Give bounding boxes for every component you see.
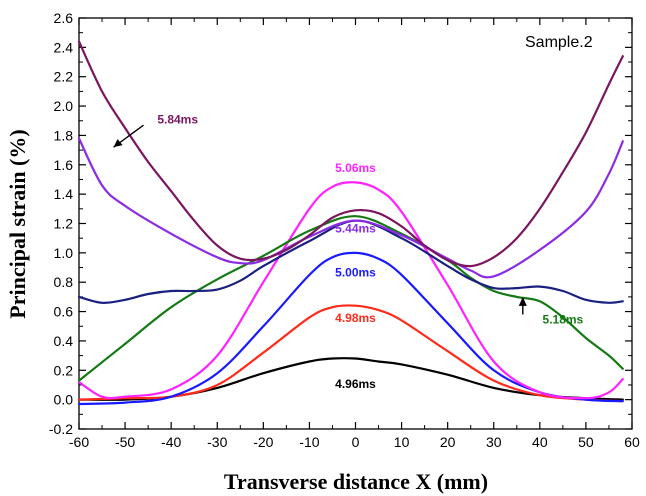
series-label-5-44ms: 5.44ms: [335, 221, 376, 235]
series-label-5-18ms: 5.18ms: [543, 312, 584, 326]
y-tick-label: 0.6: [54, 304, 74, 320]
y-tick-label: 1.0: [54, 245, 74, 261]
x-tick-label: 0: [352, 434, 360, 450]
y-axis-title: Principal strain (%): [5, 129, 30, 318]
series-label-5-06ms: 5.06ms: [335, 161, 376, 175]
axis-ticks: [78, 17, 633, 430]
x-tick-label: -10: [299, 434, 319, 450]
x-tick-label: -40: [161, 434, 181, 450]
y-tick-label: 2.0: [54, 98, 74, 114]
series-line-5-84ms: [77, 40, 624, 268]
x-tick-label: -60: [69, 434, 89, 450]
y-tick-label: 2.4: [54, 39, 74, 55]
x-tick-label: 20: [440, 434, 456, 450]
series-label-4-98ms: 4.98ms: [335, 311, 376, 325]
series-line-5-06ms: [77, 181, 624, 400]
series-label-5-84ms: 5.84ms: [157, 113, 198, 127]
y-tick-label: 2.2: [54, 69, 74, 85]
y-tick-label: 1.4: [54, 186, 74, 202]
x-tick-label: 30: [486, 434, 502, 450]
arrowhead-5-84ms: [113, 139, 123, 148]
series-line-4-98ms: [77, 304, 624, 403]
x-tick-label: 10: [394, 434, 410, 450]
y-tick-label: 0.4: [54, 333, 74, 349]
y-tick-label: 0.0: [54, 392, 74, 408]
series-label-5-00ms: 5.00ms: [335, 265, 376, 279]
y-tick-label: 1.6: [54, 157, 74, 173]
y-tick-label: 0.2: [54, 362, 74, 378]
y-tick-label: 1.8: [54, 127, 74, 143]
x-axis-title: Transverse distance X (mm): [224, 469, 488, 494]
series-label-4-96ms: 4.96ms: [335, 377, 376, 391]
arrowhead-5-18ms: [518, 296, 527, 306]
series-annotations: 4.96ms 4.98ms 5.00ms 5.06ms 5.18ms 5.44ms 5.84…: [113, 113, 584, 391]
y-tick-label: 1.2: [54, 216, 74, 232]
y-tick-label: -0.2: [49, 421, 73, 437]
x-tick-label: -30: [207, 434, 227, 450]
series-line-5-44ms: [77, 137, 624, 279]
axis-tick-labels: -60 -50 -40 -30 -20 -10 0 10 20 30 40 50 60 -0.2 0.0 0.…: [49, 10, 640, 450]
x-tick-label: -50: [115, 434, 135, 450]
x-tick-label: 50: [578, 434, 594, 450]
series-line-5-00ms: [77, 251, 624, 406]
y-tick-label: 0.8: [54, 274, 74, 290]
series-line-5-18ms: [77, 215, 624, 382]
x-tick-label: 40: [532, 434, 548, 450]
sample-label: Sample.2: [525, 34, 593, 51]
series-lines: [77, 40, 624, 406]
y-tick-label: 2.6: [54, 10, 74, 26]
x-tick-label: 60: [624, 434, 640, 450]
x-tick-label: -20: [253, 434, 273, 450]
